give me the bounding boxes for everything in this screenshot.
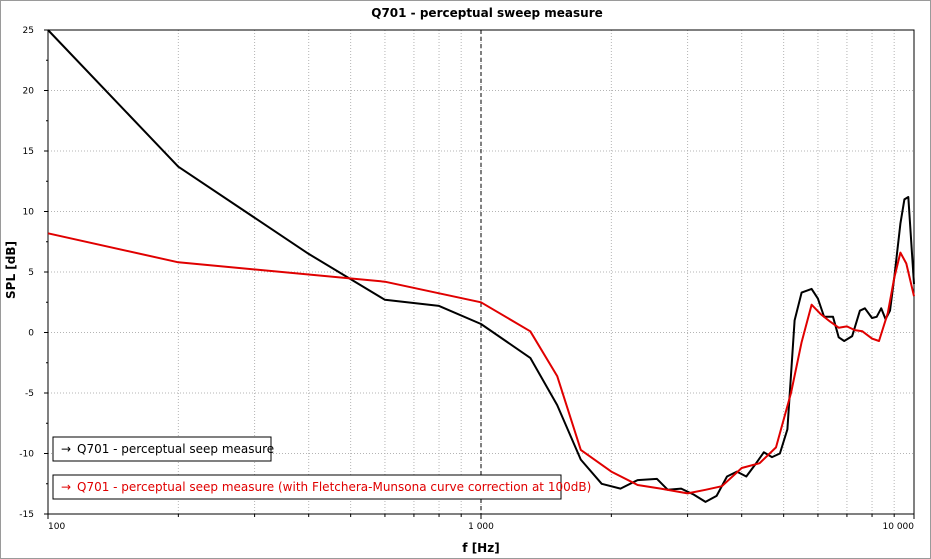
series-line-1 xyxy=(47,29,915,503)
legend-box-2 xyxy=(52,474,562,500)
x-tick-label: 1 000 xyxy=(468,522,494,532)
y-tick-label: -5 xyxy=(25,389,34,399)
y-tick-label: 10 xyxy=(23,208,35,218)
legend-label-2: Q701 - perceptual seep measure (with Fle… xyxy=(77,480,591,494)
y-axis-label: SPL [dB] xyxy=(4,241,18,299)
y-tick-label: 5 xyxy=(28,268,34,278)
legend-box-1 xyxy=(52,436,272,462)
axes: 25 20 15 10 5 0 -5 -10 -15 100 1 000 10 000 xyxy=(19,26,915,532)
legend-label-1: Q701 - perceptual seep measure xyxy=(77,442,274,456)
y-tick-label: -15 xyxy=(19,510,34,520)
x-tick-label: 100 xyxy=(48,522,65,532)
legend-arrow-icon: → xyxy=(61,480,71,494)
x-axis-label: f [Hz] xyxy=(462,541,499,555)
y-tick-label: 15 xyxy=(23,147,34,157)
y-tick-label: 20 xyxy=(23,87,35,97)
series-line-2 xyxy=(47,232,915,495)
y-tick-label: 0 xyxy=(28,329,34,339)
chart-title: Q701 - perceptual sweep measure xyxy=(371,6,603,20)
x-tick-label: 10 000 xyxy=(883,522,915,532)
y-tick-label: 25 xyxy=(23,26,34,36)
legend-entry-2: Q701 - perceptual seep measure (with Fle… xyxy=(52,474,591,500)
legend-arrow-icon: → xyxy=(61,442,71,456)
series-layer xyxy=(47,29,915,503)
legend: Q701 - perceptual seep measure → Q701 - … xyxy=(52,436,591,500)
legend-entry-1: Q701 - perceptual seep measure → xyxy=(52,436,274,462)
y-tick-label: -10 xyxy=(19,450,34,460)
